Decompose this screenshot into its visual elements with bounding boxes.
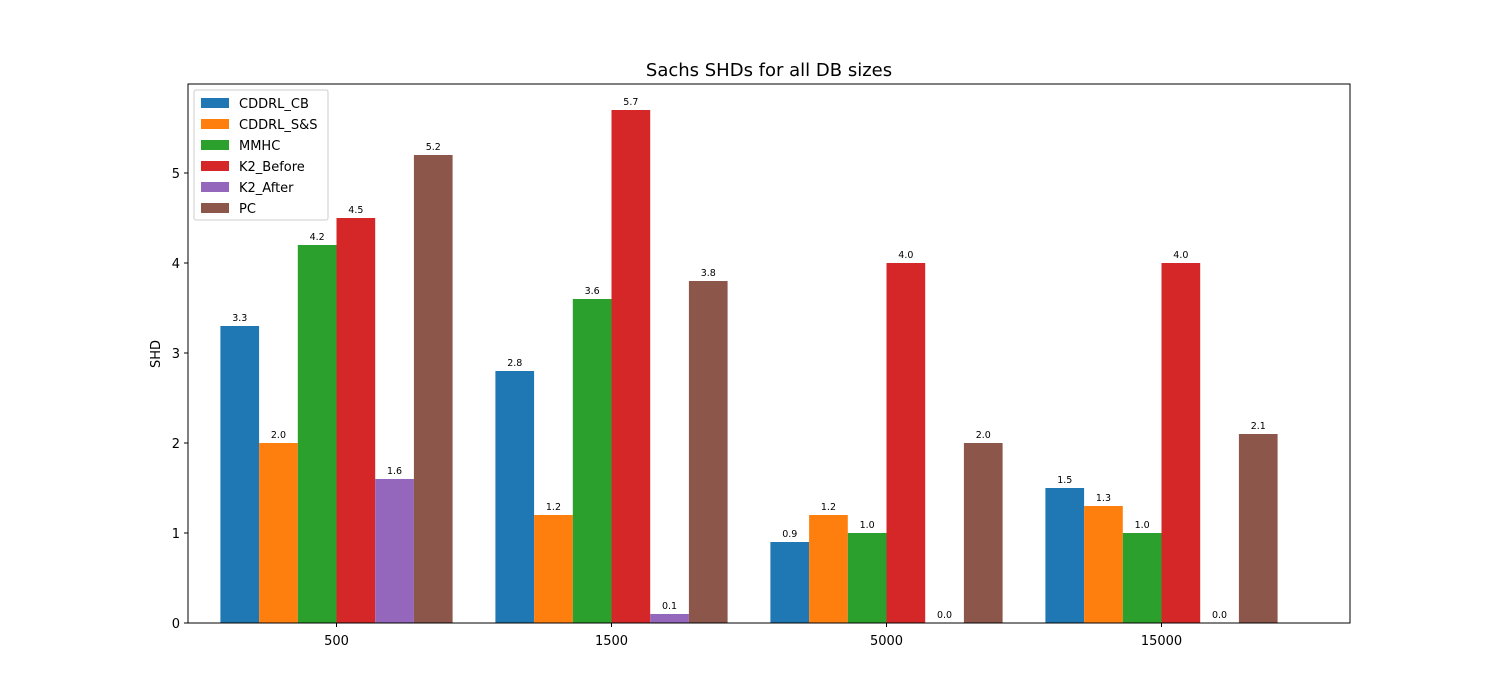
bar-value-label: 1.3: [1096, 493, 1111, 504]
bar-value-label: 4.5: [348, 205, 363, 216]
axes-group: 0 1 2 3 4 5 500 1500 5000 15000: [172, 83, 1351, 649]
bar-value-label: 1.0: [860, 520, 875, 531]
bar-k2-before-5000: [886, 263, 926, 623]
bar-value-label: 1.5: [1057, 475, 1072, 486]
legend-label: CDDRL_CB: [239, 97, 309, 112]
bar-cddrl-cb-15000: [1045, 488, 1085, 623]
legend-swatch-pc: [201, 203, 229, 213]
bar-cddrl-cb-1500: [495, 371, 535, 623]
bar-value-label: 3.6: [585, 286, 600, 297]
bar-value-label: 1.0: [1135, 520, 1150, 531]
bar-k2-after-500: [375, 479, 414, 623]
x-tick-label: 500: [324, 634, 349, 649]
y-axis-label: SHD: [149, 340, 164, 368]
bar-cddrl-s-s-5000: [809, 515, 848, 623]
bar-value-label: 2.0: [976, 430, 991, 441]
legend: CDDRL_CB CDDRL_S&S MMHC K2_Before K2_After PC: [193, 89, 329, 221]
legend-swatch-cddrl-cb: [201, 98, 229, 108]
bar-value-label: 3.3: [232, 313, 247, 324]
legend-swatch-k2-after: [201, 182, 229, 192]
bar-value-label: 4.0: [1173, 250, 1188, 261]
bar-value-label: 1.2: [821, 502, 836, 513]
y-tick-label: 5: [172, 167, 180, 182]
bar-pc-500: [413, 155, 453, 623]
bar-cddrl-s-s-15000: [1084, 506, 1123, 623]
bar-k2-after-1500: [650, 614, 689, 623]
bar-pc-15000: [1238, 434, 1278, 623]
bar-value-label: 2.8: [507, 358, 522, 369]
legend-label: PC: [239, 202, 256, 217]
y-tick-label: 4: [172, 257, 180, 272]
bar-mmhc-15000: [1122, 533, 1162, 623]
legend-label: K2_Before: [239, 160, 305, 175]
bar-k2-before-1500: [611, 110, 651, 623]
bar-value-label: 5.7: [623, 97, 638, 108]
bar-value-label: 0.9: [782, 529, 797, 540]
bar-value-label: 2.1: [1251, 421, 1266, 432]
legend-swatch-k2-before: [201, 161, 229, 171]
bar-value-label: 2.0: [271, 430, 286, 441]
bars-group: [220, 110, 1278, 623]
bar-value-label: 5.2: [426, 142, 441, 153]
bar-mmhc-1500: [572, 299, 612, 623]
bar-k2-before-15000: [1161, 263, 1201, 623]
bar-mmhc-500: [297, 245, 337, 623]
x-tick-label: 15000: [1141, 634, 1182, 649]
bar-cddrl-s-s-500: [259, 443, 298, 623]
y-tick-label: 0: [172, 617, 180, 632]
legend-label: MMHC: [239, 139, 280, 154]
chart-title: Sachs SHDs for all DB sizes: [646, 60, 892, 81]
bar-mmhc-5000: [847, 533, 887, 623]
bar-value-label: 0.1: [662, 601, 677, 612]
bar-value-label: 1.6: [387, 466, 402, 477]
legend-swatch-cddrl-s-s: [201, 119, 229, 129]
bar-cddrl-s-s-1500: [534, 515, 573, 623]
y-tick-label: 2: [172, 437, 180, 452]
legend-label: CDDRL_S&S: [239, 118, 318, 133]
bar-k2-before-500: [336, 218, 376, 623]
legend-swatch-mmhc: [201, 140, 229, 150]
bar-cddrl-cb-500: [220, 326, 260, 623]
bar-pc-5000: [963, 443, 1003, 623]
bar-value-label: 0.0: [937, 610, 952, 621]
bar-value-label: 3.8: [701, 268, 716, 279]
bar-pc-1500: [688, 281, 728, 623]
bar-value-label: 4.2: [310, 232, 325, 243]
x-tick-label: 1500: [595, 634, 628, 649]
y-tick-label: 3: [172, 347, 180, 362]
y-tick-label: 1: [172, 527, 180, 542]
bar-value-label: 0.0: [1212, 610, 1227, 621]
bar-labels-group: 3.3 2.8 0.9 1.5 2.0 1.2 1.2 1.3 4.2 3.6 1.0 1.0 4.5 5…: [232, 97, 1266, 621]
legend-label: K2_After: [239, 181, 294, 196]
bar-cddrl-cb-5000: [770, 542, 810, 623]
bar-value-label: 1.2: [546, 502, 561, 513]
x-tick-label: 5000: [870, 634, 903, 649]
bar-value-label: 4.0: [898, 250, 913, 261]
